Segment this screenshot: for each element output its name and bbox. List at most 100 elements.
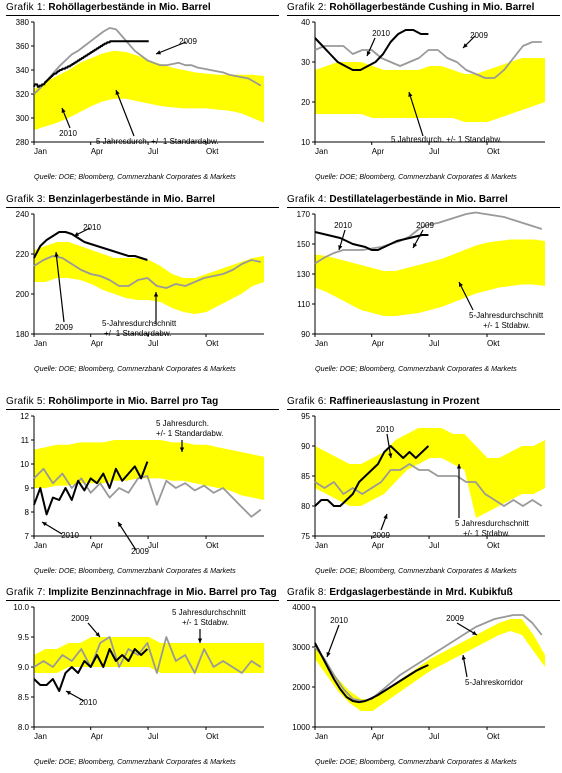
x-tick-label: Jan — [34, 541, 47, 550]
y-tick-label: 360 — [16, 42, 30, 51]
chart-title-text: Benzinlagerbestände in Mio. Barrel — [48, 194, 216, 205]
y-tick-label: 200 — [16, 290, 30, 299]
annotation-label: 2010 — [330, 616, 348, 625]
chart-number: Grafik 1: — [6, 2, 46, 13]
series-line-2009 — [33, 27, 262, 95]
annotation-label: 2009 — [71, 614, 89, 623]
chart-source: Quelle: DOE; Bloomberg, Commerzbank Corp… — [315, 566, 517, 575]
annotation-label: 5 Jahresdurch. +/- 1 Standabw. — [391, 135, 502, 144]
arrow-head — [456, 464, 462, 469]
band-area — [34, 242, 264, 314]
series-line-2010 — [33, 648, 149, 692]
chart-plot: 1000 2000 3000 4000 Jan Apr Jul Okt 2010 2009 5-Ja… — [292, 603, 545, 741]
y-tick-label: 280 — [16, 138, 30, 147]
x-tick-label: Jul — [429, 541, 439, 550]
annotation-label: +/- 1 Stdabw. — [483, 321, 530, 330]
x-tick-label: Okt — [206, 732, 219, 741]
arrow-head — [338, 245, 343, 250]
series-line-2009 — [314, 211, 543, 265]
title-rule — [287, 207, 560, 208]
annotation-label: 2010 — [79, 698, 97, 707]
series-line-2009 — [33, 255, 261, 289]
chart-number: Grafik 8: — [287, 587, 327, 598]
chart-plot: 7 8 9 10 11 12 Jan Apr Jul Okt 2010 2009 5 Jahresdur… — [20, 412, 264, 556]
y-tick-label: 180 — [16, 330, 30, 339]
band-area — [315, 239, 545, 316]
arrow-head — [408, 92, 413, 97]
series-line-2010 — [314, 29, 429, 71]
x-tick-label: Apr — [372, 732, 385, 741]
series-line-2010 — [33, 231, 148, 261]
y-tick-label: 3000 — [292, 643, 310, 652]
band-area — [315, 58, 545, 122]
series-line-2010 — [314, 642, 429, 704]
arrow-head — [383, 514, 388, 519]
y-tick-label: 110 — [297, 300, 310, 309]
x-tick-label: Jul — [429, 339, 439, 348]
y-tick-label: 30 — [301, 58, 310, 67]
title-rule — [287, 409, 560, 410]
annotation-label: 2010 — [83, 223, 101, 232]
annotation-label: 2009 — [55, 323, 73, 332]
title-rule — [6, 15, 279, 16]
x-tick-label: Jan — [34, 732, 47, 741]
x-tick-label: Okt — [206, 147, 219, 156]
x-tick-label: Apr — [91, 541, 104, 550]
annotation-label: 2010 — [334, 221, 352, 230]
arrow-head — [197, 638, 203, 643]
arrow-head — [326, 652, 331, 657]
x-tick-label: Jul — [148, 339, 158, 348]
chart-title: Grafik 1: Rohöllagerbestände in Mio. Bar… — [6, 2, 211, 13]
y-tick-label: 1000 — [292, 723, 310, 732]
y-tick-label: 10 — [20, 460, 29, 469]
annotation-label: 5 Jahresdurchschnitt — [455, 519, 530, 528]
arrow-head — [153, 292, 159, 297]
chart-title-text: Rohöllagerbestände Cushing in Mio. Barre… — [329, 2, 535, 13]
x-tick-label: Okt — [487, 147, 500, 156]
chart-title: Grafik 6: Raffinerieauslastung in Prozen… — [287, 396, 479, 407]
arrow-head — [95, 632, 100, 637]
y-tick-label: 150 — [297, 240, 311, 249]
chart-source: Quelle: DOE; Bloomberg, Commerzbank Corp… — [315, 364, 517, 373]
chart-title-text: Destillatelagerbestände in Mio. Barrel — [329, 194, 508, 205]
y-tick-label: 95 — [301, 412, 310, 421]
y-tick-label: 340 — [16, 66, 30, 75]
chart-number: Grafik 5: — [6, 396, 46, 407]
chart-panel-6: Grafik 6: Raffinerieauslastung in Prozen… — [287, 394, 562, 582]
x-tick-label: Okt — [206, 541, 219, 550]
chart-title: Grafik 5: Rohölimporte in Mio. Barrel pr… — [6, 396, 218, 407]
chart-source: Quelle: DOE; Bloomberg, Commerzbank Corp… — [315, 172, 517, 181]
y-tick-label: 40 — [301, 18, 310, 27]
series-line-2010 — [33, 461, 149, 516]
arrow-head — [61, 108, 66, 113]
chart-number: Grafik 3: — [6, 194, 46, 205]
arrow-head — [366, 51, 371, 56]
arrow-head — [459, 282, 463, 287]
arrow-head — [54, 252, 59, 257]
annotation-label: +/- 1 Standardabw. — [104, 329, 171, 338]
y-tick-label: 220 — [16, 250, 30, 259]
arrow-head — [179, 447, 185, 452]
y-tick-label: 240 — [16, 210, 30, 219]
series-line-2010 — [314, 445, 430, 507]
y-tick-label: 170 — [297, 210, 311, 219]
x-tick-label: Okt — [487, 339, 500, 348]
annotation-label: 2009 — [446, 614, 464, 623]
y-tick-label: 90 — [301, 330, 310, 339]
chart-plot: 280 300 320 340 360 380 Jan Apr Jul Okt 2010 2009 5 … — [16, 18, 264, 156]
arrow-head — [463, 43, 468, 48]
x-tick-label: Okt — [487, 541, 500, 550]
y-tick-label: 9.0 — [18, 663, 30, 672]
y-tick-label: 10 — [301, 138, 310, 147]
chart-title: Grafik 2: Rohöllagerbestände Cushing in … — [287, 2, 534, 13]
y-tick-label: 11 — [21, 436, 30, 445]
chart-plot: 10 20 30 40 Jan Apr Jul Okt 2010 2009 5 Jahresdurc… — [301, 18, 545, 156]
y-tick-label: 380 — [16, 18, 30, 27]
x-tick-label: Jul — [429, 147, 439, 156]
arrow-head — [74, 232, 79, 236]
x-tick-label: Apr — [91, 147, 104, 156]
arrow-head — [156, 50, 161, 55]
y-tick-label: 2000 — [292, 683, 310, 692]
annotation-label: 2009 — [372, 531, 390, 540]
arrow-head — [115, 90, 120, 95]
